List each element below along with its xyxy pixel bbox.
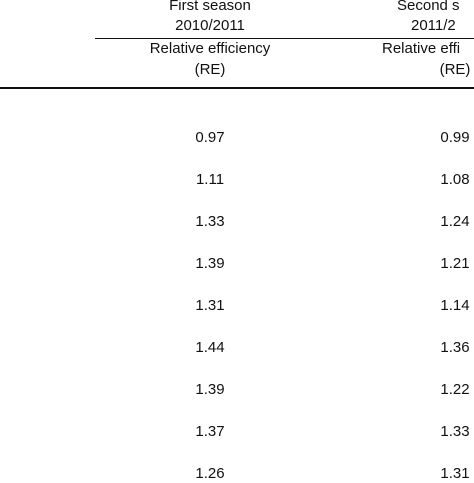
column-unit: (RE): [439, 61, 471, 78]
cell: 1.26: [195, 465, 225, 482]
cell: 1.24: [440, 213, 470, 230]
cell: 1.31: [195, 297, 225, 314]
cell: 1.39: [195, 381, 225, 398]
column-measure: Relative effi: [382, 40, 461, 57]
cell: 1.14: [440, 297, 470, 314]
cell: 1.37: [195, 423, 225, 440]
cell: 1.33: [440, 423, 470, 440]
column-unit: (RE): [194, 61, 226, 78]
column-season: First season: [169, 0, 251, 14]
column-measure: Relative efficiency: [149, 40, 271, 57]
header-rule: [95, 38, 474, 39]
cell: 1.21: [440, 255, 470, 272]
cell: 1.36: [440, 339, 470, 356]
cell: 0.99: [440, 129, 470, 146]
cell: 1.44: [195, 339, 225, 356]
cell: 1.22: [440, 381, 470, 398]
cell: 1.39: [195, 255, 225, 272]
cell: 1.33: [195, 213, 225, 230]
column-years: 2010/2011: [175, 17, 245, 34]
header-bottom-rule: [0, 87, 474, 89]
column-season: Second s: [397, 0, 460, 14]
cell: 1.11: [195, 171, 225, 188]
cell: 0.97: [195, 129, 225, 146]
column-years: 2011/2: [411, 17, 456, 34]
cell: 1.31: [440, 465, 470, 482]
cell: 1.08: [440, 171, 470, 188]
